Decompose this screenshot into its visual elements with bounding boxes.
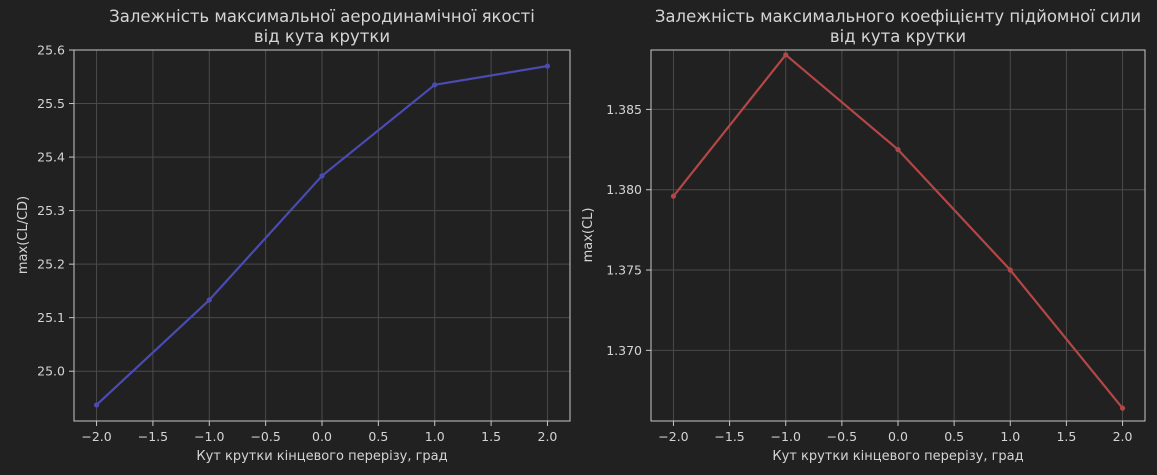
data-point xyxy=(544,63,551,69)
data-point xyxy=(783,52,789,58)
y-axis-label: max(CL/CD) xyxy=(16,196,31,274)
x-tick-label: 2.0 xyxy=(1113,429,1133,444)
x-tick-label: −0.5 xyxy=(250,429,280,444)
data-point xyxy=(670,193,677,199)
lift-coefficient-chart: Залежність максимального коефіцієнту під… xyxy=(581,7,1146,464)
data-point xyxy=(206,297,212,303)
data-point xyxy=(432,82,438,88)
data-point xyxy=(319,173,325,179)
y-tick-label: 25.2 xyxy=(37,257,65,272)
y-tick-label: 25.5 xyxy=(37,96,65,111)
x-tick-label: 0.5 xyxy=(944,429,964,444)
x-tick-label: 0.0 xyxy=(312,429,332,444)
x-tick-label: 1.0 xyxy=(1000,429,1020,444)
x-tick-label: 1.5 xyxy=(481,429,501,444)
x-tick-label: 0.0 xyxy=(888,429,908,444)
y-tick-label: 25.3 xyxy=(37,203,65,218)
x-tick-label: −1.5 xyxy=(714,429,744,444)
data-point xyxy=(1007,267,1013,273)
x-axis-label: Кут крутки кінцевого перерізу, град xyxy=(196,449,447,464)
y-tick-label: 1.370 xyxy=(606,343,642,358)
x-tick-label: −2.0 xyxy=(81,429,111,444)
x-tick-label: −1.0 xyxy=(194,429,224,444)
x-tick-label: 1.0 xyxy=(425,429,445,444)
chart-title-line-1: Залежність максимальної аеродинамічної я… xyxy=(109,7,535,26)
data-point xyxy=(1119,405,1126,411)
x-tick-label: 1.5 xyxy=(1056,429,1076,444)
data-point xyxy=(895,146,901,153)
chart-title-line-2: від кута крутки xyxy=(830,27,966,46)
x-tick-label: −1.5 xyxy=(138,429,168,444)
y-axis-label: max(CL) xyxy=(581,208,596,263)
y-tick-label: 25.0 xyxy=(37,364,65,379)
y-tick-label: 1.380 xyxy=(606,182,642,197)
y-tick-label: 1.375 xyxy=(606,263,642,278)
data-point xyxy=(93,402,100,408)
x-tick-label: −0.5 xyxy=(827,429,857,444)
y-tick-label: 25.4 xyxy=(37,150,65,165)
x-axis-label: Кут крутки кінцевого перерізу, град xyxy=(772,449,1023,464)
y-tick-label: 1.385 xyxy=(606,102,642,117)
x-tick-label: 0.5 xyxy=(368,429,388,444)
x-tick-label: −1.0 xyxy=(771,429,801,444)
chart-title-line-2: від кута крутки xyxy=(254,27,390,46)
aero-quality-chart: Залежність максимальної аеродинамічної я… xyxy=(16,7,571,464)
x-tick-label: 2.0 xyxy=(538,429,558,444)
y-tick-label: 25.6 xyxy=(37,43,65,58)
chart-title-line-1: Залежність максимального коефіцієнту під… xyxy=(655,7,1141,26)
y-tick-label: 25.1 xyxy=(37,310,65,325)
x-tick-label: −2.0 xyxy=(658,429,688,444)
